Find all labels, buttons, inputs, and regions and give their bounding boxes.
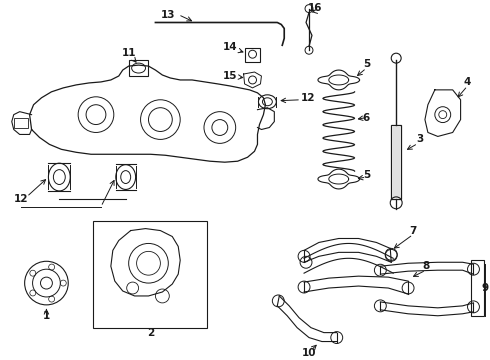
- Bar: [470, 260, 485, 316]
- Text: 15: 15: [222, 71, 237, 81]
- Text: 14: 14: [222, 42, 237, 52]
- Text: 1: 1: [43, 311, 50, 321]
- Text: 13: 13: [161, 10, 175, 19]
- Text: 6: 6: [363, 113, 370, 123]
- Bar: [14, 118, 27, 127]
- Text: 5: 5: [363, 170, 370, 180]
- Bar: [391, 125, 401, 199]
- Bar: [93, 221, 207, 328]
- Text: 16: 16: [308, 3, 322, 13]
- Text: 2: 2: [147, 328, 154, 338]
- Text: 8: 8: [422, 261, 430, 271]
- Text: 12: 12: [301, 93, 316, 103]
- Text: 7: 7: [409, 226, 416, 235]
- Text: 4: 4: [464, 77, 471, 87]
- Text: 10: 10: [302, 348, 316, 359]
- Bar: [392, 126, 400, 198]
- Text: 9: 9: [482, 283, 489, 293]
- Text: 11: 11: [122, 48, 136, 58]
- Text: 3: 3: [416, 134, 423, 144]
- Bar: [245, 48, 261, 62]
- Bar: [129, 60, 148, 76]
- Text: 12: 12: [13, 194, 28, 204]
- Text: 5: 5: [363, 59, 370, 69]
